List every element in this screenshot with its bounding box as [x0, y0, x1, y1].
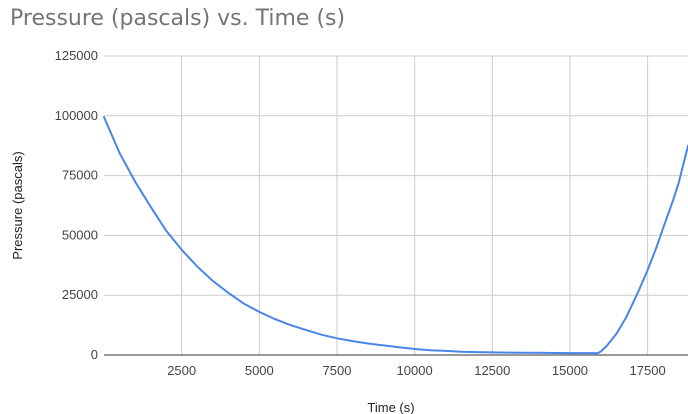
y-tick-label: 0 [91, 347, 98, 362]
x-tick-label: 17500 [630, 363, 666, 378]
y-tick-label: 25000 [62, 287, 98, 302]
y-axis-title: Pressure (pascals) [10, 151, 25, 259]
y-tick-label: 50000 [62, 227, 98, 242]
y-tick-label: 75000 [62, 168, 98, 183]
series-line [103, 116, 688, 355]
y-tick-label: 125000 [55, 48, 98, 63]
x-tick-label: 10000 [397, 363, 433, 378]
chart-title: Pressure (pascals) vs. Time (s) [10, 6, 346, 31]
x-tick-label: 5000 [245, 363, 274, 378]
series-layer [103, 116, 688, 355]
x-tick-label: 7500 [323, 363, 352, 378]
y-tick-label: 100000 [55, 108, 98, 123]
x-axis-title: Time (s) [367, 400, 414, 414]
gridlines [104, 55, 688, 355]
x-tick-label: 12500 [474, 363, 510, 378]
x-tick-label: 2500 [167, 363, 196, 378]
x-axis-ticks: 2500 5000 7500 10000 12500 15000 17500 [167, 363, 665, 378]
x-tick-label: 15000 [552, 363, 588, 378]
y-axis-ticks: 0 25000 50000 75000 100000 125000 [55, 48, 98, 362]
